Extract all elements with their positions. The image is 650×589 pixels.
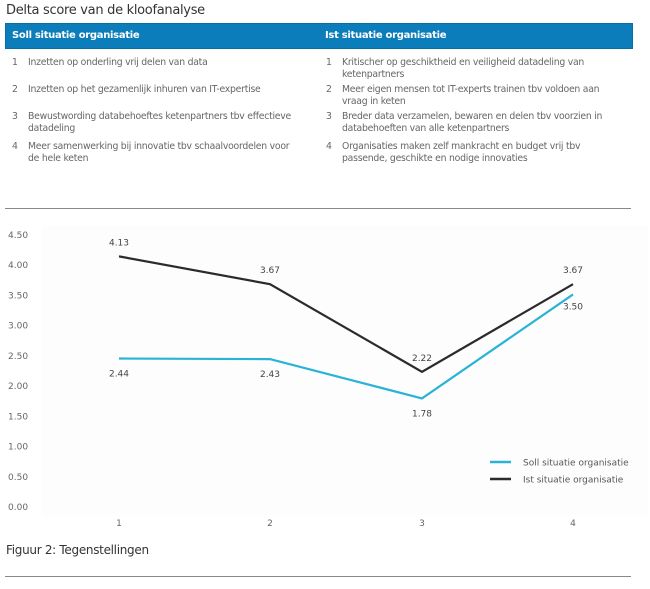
row-number: 3	[326, 111, 332, 122]
table-row: 2 Inzetten op het gezamenlijk inhuren van…	[5, 84, 315, 96]
y-tick-label: 2.00	[8, 382, 28, 392]
table-row: 4 Meer samenwerking bij innovatie tbv sch…	[5, 141, 315, 165]
figure-caption: Figuur 2: Tegenstellingen	[6, 543, 149, 557]
x-tick-label: 1	[116, 519, 122, 529]
y-tick-label: 3.50	[8, 291, 28, 301]
y-tick-label: 4.00	[8, 261, 28, 271]
plot-area	[42, 226, 648, 516]
row-number: 4	[326, 141, 332, 152]
row-number: 1	[326, 57, 332, 68]
x-tick-label: 2	[267, 519, 273, 529]
row-text: Meer samenwerking bij innovatie tbv scha…	[28, 141, 290, 164]
data-label: 4.13	[109, 238, 129, 248]
row-text: Meer eigen mensen tot IT-experts trainen…	[342, 84, 600, 107]
data-label: 3.67	[563, 266, 583, 276]
table-row: 4 Organisaties maken zelf mankracht en bu…	[319, 141, 629, 165]
row-number: 3	[12, 111, 18, 122]
row-text: Organisaties maken zelf mankracht en bud…	[342, 141, 581, 164]
table-row: 3 Breder data verzamelen, bewaren en dele…	[319, 111, 629, 135]
divider-top	[5, 208, 631, 209]
y-tick-label: 1.00	[8, 443, 28, 453]
row-number: 2	[12, 84, 18, 95]
data-label: 3.50	[563, 302, 583, 312]
page-title: Delta score van de kloofanalyse	[6, 3, 205, 18]
header-soll: Soll situatie organisatie	[12, 30, 140, 41]
x-tick-label: 3	[419, 519, 425, 529]
y-tick-label: 1.50	[8, 412, 28, 422]
row-text: Inzetten op onderling vrij delen van dat…	[28, 57, 208, 68]
y-tick-label: 0.50	[8, 473, 28, 483]
line-chart: 0.00 0.50 1.00 1.50 2.00 2.50 3.00 3.50 4.00 4.50…	[8, 226, 648, 529]
y-tick-label: 4.50	[8, 231, 28, 241]
table-row: 1 Kritischer op geschiktheid en veilighei…	[319, 57, 629, 81]
legend-label: Soll situatie organisatie	[523, 459, 629, 469]
table-row: 2 Meer eigen mensen tot IT-experts traine…	[319, 84, 629, 108]
header-ist: Ist situatie organisatie	[325, 30, 447, 41]
y-tick-label: 3.00	[8, 322, 28, 332]
table-body: 1 Inzetten op onderling vrij delen van da…	[5, 49, 633, 199]
gap-analysis-table: Soll situatie organisatie Ist situatie o…	[5, 23, 633, 199]
row-number: 2	[326, 84, 332, 95]
row-number: 4	[12, 141, 18, 152]
table-header: Soll situatie organisatie Ist situatie o…	[5, 23, 633, 49]
data-label: 2.44	[109, 370, 129, 380]
data-label: 1.78	[412, 409, 432, 419]
divider-bottom	[5, 576, 631, 577]
row-text: Bewustwording databehoeftes ketenpartner…	[28, 111, 291, 134]
series-line-ist	[118, 255, 574, 374]
series-line-soll	[118, 293, 574, 400]
x-tick-label: 4	[570, 519, 576, 529]
row-text: Kritischer op geschiktheid en veiligheid…	[342, 57, 585, 80]
table-row: 1 Inzetten op onderling vrij delen van da…	[5, 57, 315, 69]
row-text: Breder data verzamelen, bewaren en delen…	[342, 111, 603, 134]
legend-label: Ist situatie organisatie	[523, 476, 624, 486]
data-label: 2.43	[260, 370, 280, 380]
y-tick-label: 2.50	[8, 352, 28, 362]
data-label: 2.22	[412, 354, 432, 364]
table-row: 3 Bewustwording databehoeftes ketenpartne…	[5, 111, 315, 135]
row-number: 1	[12, 57, 18, 68]
data-label: 3.67	[260, 266, 280, 276]
row-text: Inzetten op het gezamenlijk inhuren van …	[28, 84, 261, 95]
y-tick-label: 0.00	[8, 503, 28, 513]
